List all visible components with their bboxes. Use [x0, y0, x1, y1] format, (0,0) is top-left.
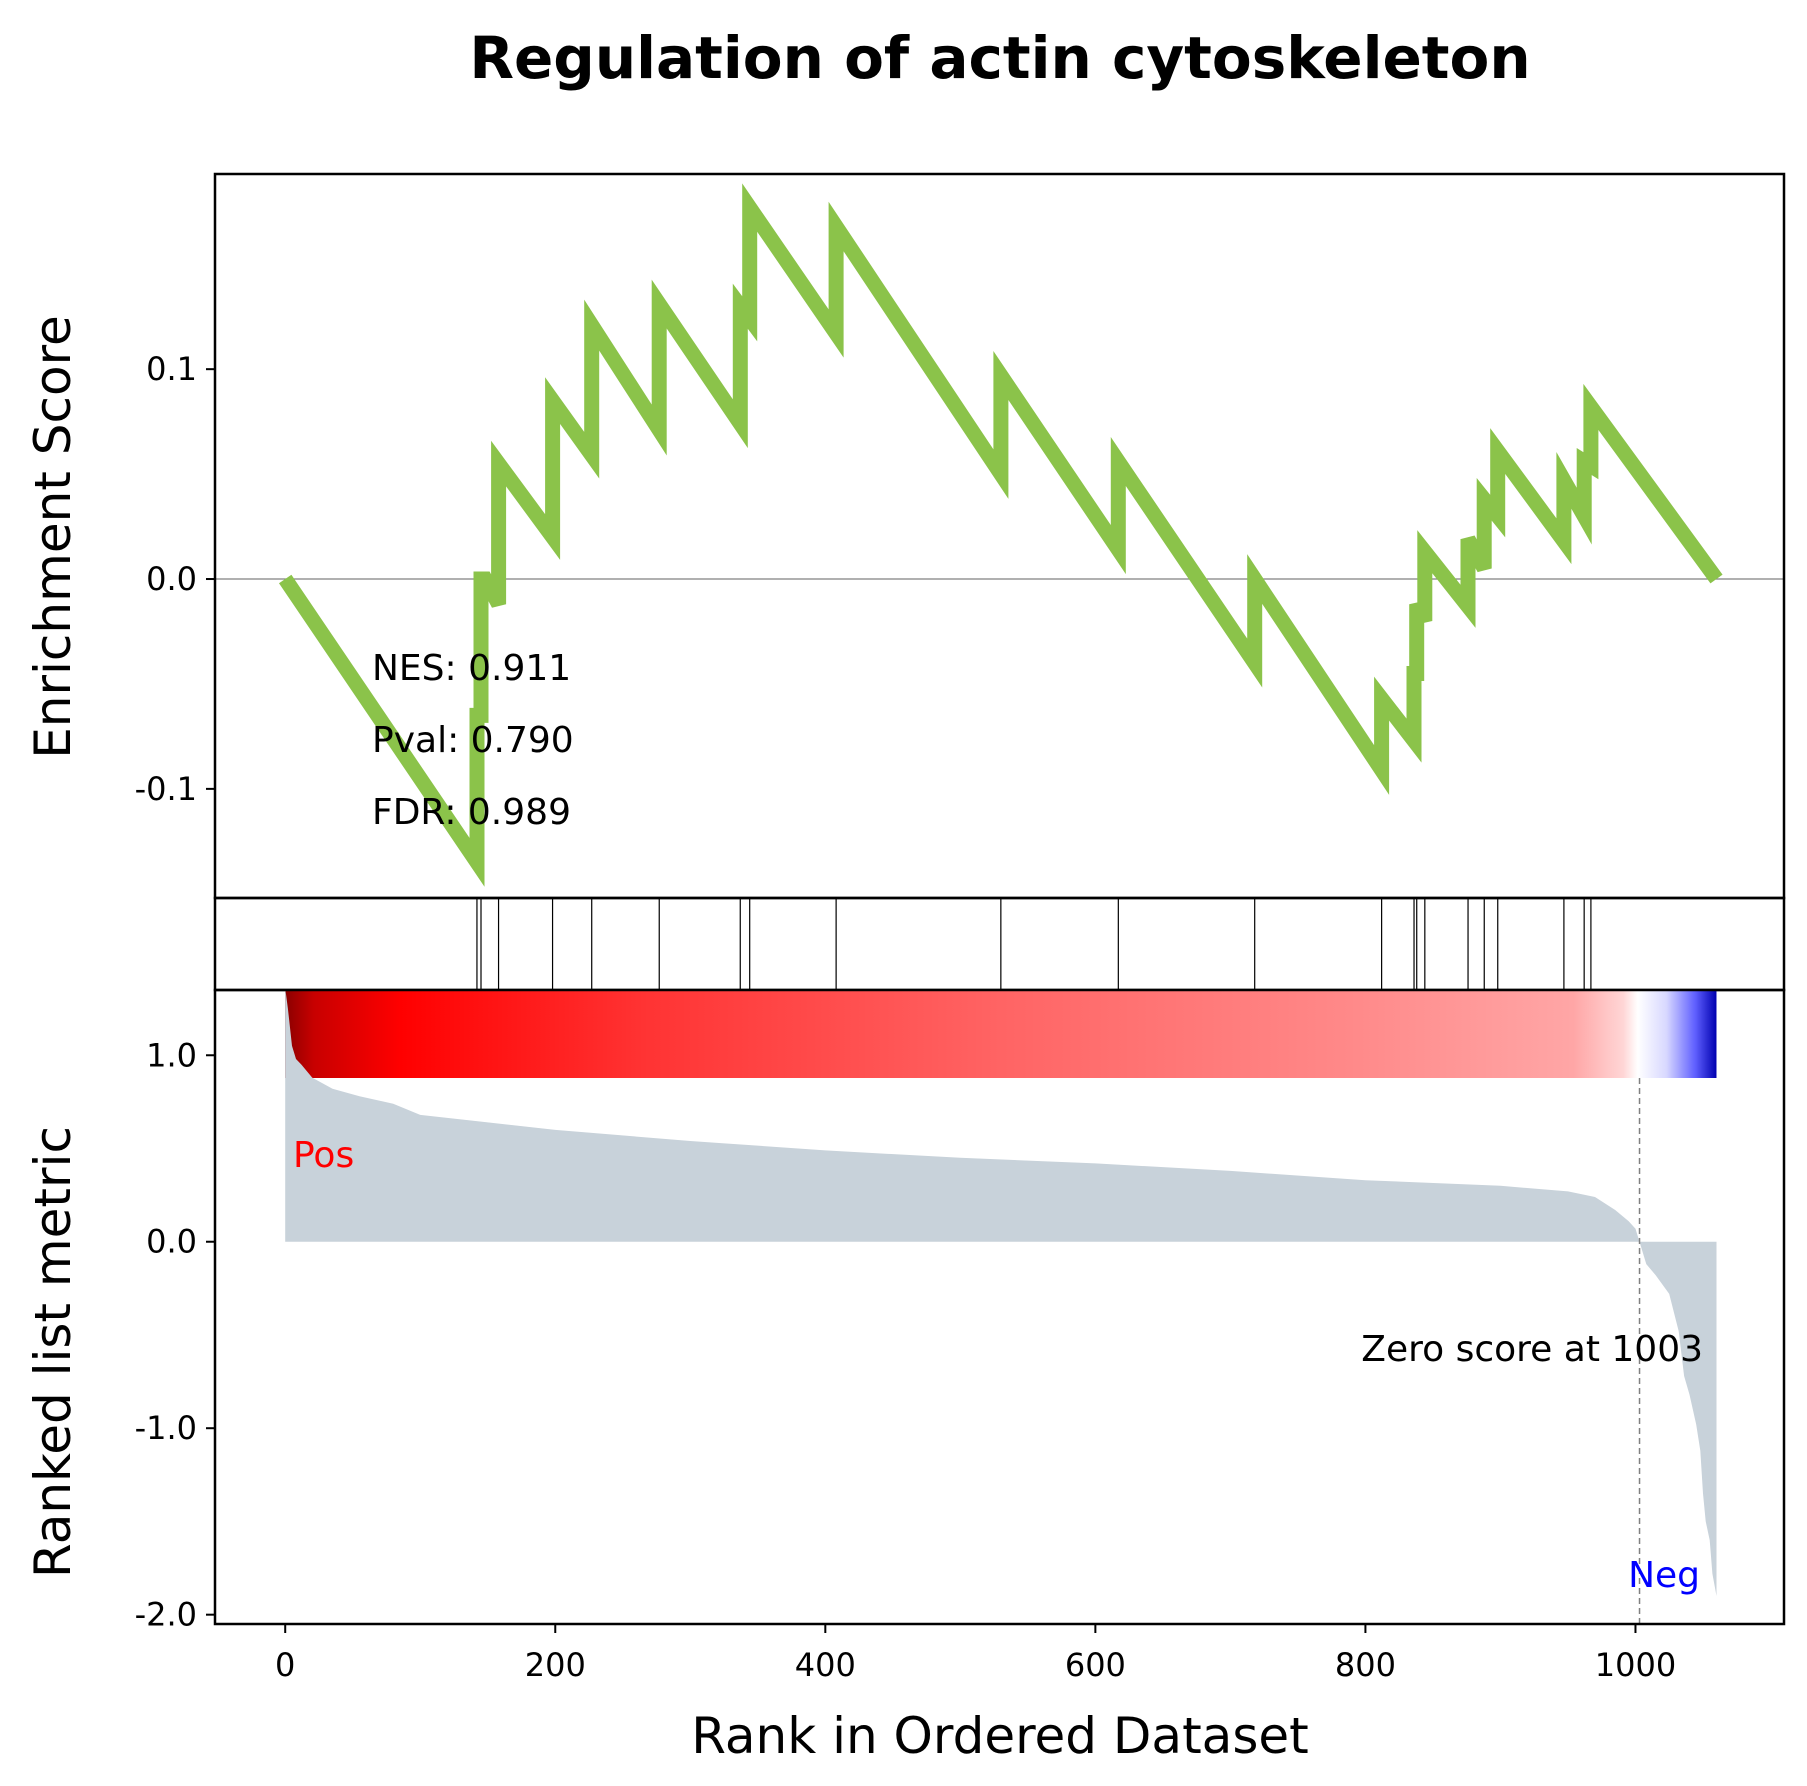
hits-panel	[213, 896, 1786, 992]
x-tick-label: 800	[1335, 1646, 1396, 1684]
enrichment-panel: -0.1 0.0 0.1 Enrichment Score NES: 0.911 P…	[24, 172, 1786, 900]
enrichment-y-tick-label: 0.1	[146, 350, 197, 388]
zero-score-annotation: Zero score at 1003	[1361, 1329, 1703, 1370]
chart-title: Regulation of actin cytoskeleton	[469, 24, 1530, 92]
fdr-stat: FDR: 0.989	[372, 792, 571, 833]
ranked-metric-frame	[213, 988, 1786, 1626]
nes-stat: NES: 0.911	[372, 648, 571, 689]
enrichment-y-label: Enrichment Score	[24, 315, 82, 759]
x-tick-label: 400	[795, 1646, 856, 1684]
x-ticks: 0 200 400 600 800 1000	[275, 1624, 1676, 1684]
ranked-metric-area	[285, 988, 1717, 1596]
enrichment-y-ticks: -0.1 0.0 0.1	[135, 350, 215, 808]
x-axis-label: Rank in Ordered Dataset	[691, 1707, 1308, 1765]
x-tick-label: 1000	[1595, 1646, 1676, 1684]
x-tick-label: 600	[1065, 1646, 1126, 1684]
rank-heatbar	[285, 990, 1717, 1078]
ranked-y-tick-label: 1.0	[146, 1036, 197, 1074]
enrichment-y-tick-label: 0.0	[146, 560, 197, 598]
hits-frame	[213, 896, 1786, 992]
ranked-y-label: Ranked list metric	[24, 1126, 82, 1578]
ranked-y-tick-label: -2.0	[135, 1596, 197, 1634]
hit-lines	[476, 898, 1592, 990]
pos-label: Pos	[293, 1135, 354, 1176]
ranked-metric-panel: Pos Neg Zero score at 1003 -2.0 -1.0 0.0 1.…	[24, 988, 1786, 1634]
enrichment-frame	[213, 172, 1786, 900]
x-tick-label: 0	[275, 1646, 295, 1684]
enrichment-y-tick-label: -0.1	[135, 770, 197, 808]
ranked-y-tick-label: -1.0	[135, 1409, 197, 1447]
pval-stat: Pval: 0.790	[372, 720, 574, 761]
neg-label: Neg	[1628, 1555, 1700, 1596]
ranked-y-ticks: -2.0 -1.0 0.0 1.0	[135, 1036, 215, 1634]
x-tick-label: 200	[525, 1646, 586, 1684]
enrichment-score-line	[278, 183, 1723, 887]
ranked-y-tick-label: 0.0	[146, 1223, 197, 1261]
